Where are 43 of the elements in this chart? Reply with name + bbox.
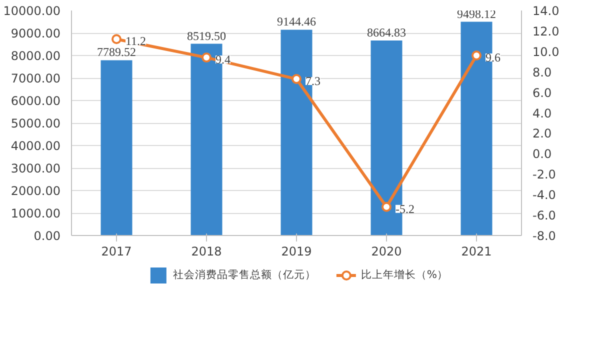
- y-tick-label: 5000.00: [10, 116, 60, 130]
- y-tick-label: 10000.00: [3, 4, 61, 18]
- y2-tick-label: -8.0: [532, 229, 556, 243]
- y2-tick-label: 2.0: [532, 126, 552, 141]
- y-tick-label: 6000.00: [10, 94, 60, 108]
- y-tick-label: 2000.00: [10, 184, 60, 198]
- data-label: 9.4: [216, 52, 230, 67]
- bar: [100, 60, 132, 236]
- y-tick-label: 9000.00: [10, 26, 60, 40]
- y2-tick-label: 10.0: [532, 44, 560, 59]
- y2-tick-label: -2.0: [532, 168, 556, 182]
- y2-tick-label: 0.0: [532, 147, 552, 162]
- x-tick-label: 2017: [101, 244, 132, 258]
- point: [382, 202, 392, 212]
- y2-tick-label: -6.0: [532, 208, 556, 223]
- data-label: 8664.83: [367, 26, 406, 40]
- data-label: 9.6: [486, 50, 500, 64]
- y2-tick-label: 12.0: [532, 24, 560, 38]
- point: [472, 50, 482, 60]
- y-tick-label: 7000.00: [10, 72, 60, 86]
- y-tick-label: 8000.00: [10, 49, 60, 63]
- data-label: 9144.46: [277, 14, 316, 29]
- data-label: 7.3: [306, 74, 320, 88]
- y-tick-label: 4000.00: [10, 139, 60, 153]
- y-tick-label: 0.00: [34, 229, 60, 243]
- y2-tick-label: 8.0: [532, 65, 552, 80]
- x-tick-label: 2019: [281, 244, 312, 258]
- legend-label: 比上年增长（%）: [360, 268, 448, 282]
- point: [112, 34, 122, 44]
- x-tick-label: 2018: [191, 244, 222, 258]
- y2-tick-label: 4.0: [532, 106, 552, 120]
- point: [292, 74, 302, 84]
- y-tick-label: 3000.00: [10, 162, 60, 176]
- data-label: -5.2: [396, 202, 414, 216]
- data-label: 8519.50: [187, 28, 226, 43]
- point: [202, 52, 212, 63]
- x-tick-label: 2021: [461, 244, 492, 258]
- x-tick-label: 2020: [371, 244, 402, 258]
- y2-tick-label: -4.0: [532, 188, 556, 202]
- legend-label: 社会消费品零售总额（亿元）: [172, 268, 316, 282]
- y2-tick-label: 14.0: [532, 4, 560, 18]
- y2-tick-label: 6.0: [532, 86, 552, 100]
- y-tick-label: 1000.00: [10, 206, 60, 220]
